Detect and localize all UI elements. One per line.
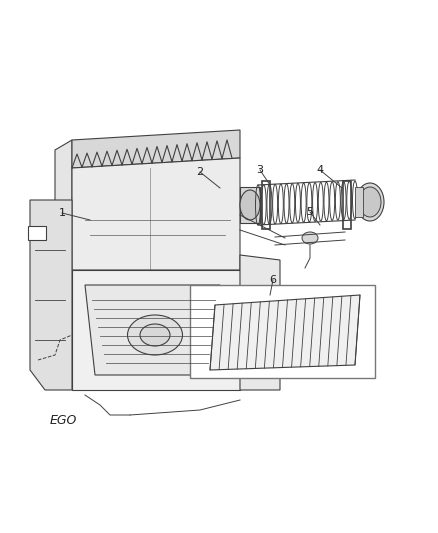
Text: 1: 1 — [59, 208, 66, 218]
Text: 5: 5 — [307, 207, 314, 217]
Ellipse shape — [359, 187, 381, 217]
Polygon shape — [30, 200, 72, 390]
Bar — [240, 187, 260, 223]
Text: 6: 6 — [269, 275, 276, 285]
Bar — [190, 285, 375, 378]
Bar — [343, 181, 351, 229]
Text: 2: 2 — [196, 167, 204, 177]
Polygon shape — [72, 270, 240, 390]
Text: 3: 3 — [257, 165, 264, 175]
Ellipse shape — [356, 183, 384, 221]
Polygon shape — [72, 158, 240, 270]
Polygon shape — [72, 130, 240, 168]
Polygon shape — [55, 140, 72, 270]
Polygon shape — [210, 295, 360, 370]
Bar — [262, 181, 270, 229]
Ellipse shape — [127, 315, 183, 355]
Ellipse shape — [140, 324, 170, 346]
Text: EGO: EGO — [50, 414, 78, 426]
Bar — [28, 226, 46, 240]
Ellipse shape — [240, 190, 260, 220]
Polygon shape — [240, 255, 280, 390]
Polygon shape — [85, 285, 220, 375]
Ellipse shape — [302, 232, 318, 244]
Bar — [355, 187, 363, 217]
Text: 4: 4 — [316, 165, 324, 175]
